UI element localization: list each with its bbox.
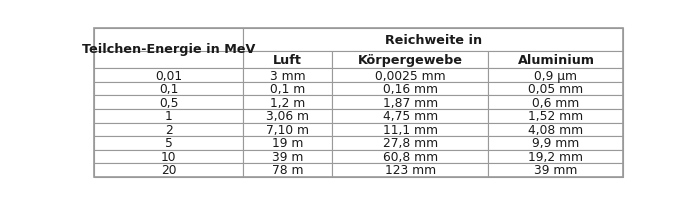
Bar xyxy=(94,96,244,110)
Text: 11,1 mm: 11,1 mm xyxy=(383,123,438,136)
Bar xyxy=(244,136,332,150)
Text: 78 m: 78 m xyxy=(272,164,304,177)
Bar xyxy=(489,123,624,136)
Bar xyxy=(332,83,489,96)
Bar xyxy=(244,69,332,83)
Text: 19,2 mm: 19,2 mm xyxy=(528,150,584,163)
Bar xyxy=(332,150,489,163)
Bar xyxy=(244,123,332,136)
Text: 4,75 mm: 4,75 mm xyxy=(383,110,438,123)
Text: 1: 1 xyxy=(164,110,172,123)
Text: Reichweite in: Reichweite in xyxy=(385,34,482,47)
Text: 3 mm: 3 mm xyxy=(270,69,306,82)
Bar xyxy=(332,69,489,83)
Text: 19 m: 19 m xyxy=(272,137,304,150)
Text: 3,06 m: 3,06 m xyxy=(266,110,309,123)
Text: 0,16 mm: 0,16 mm xyxy=(383,83,438,96)
Bar xyxy=(244,52,332,69)
Text: 7,10 m: 7,10 m xyxy=(266,123,309,136)
Bar xyxy=(94,83,244,96)
Text: Teilchen-Energie in MeV: Teilchen-Energie in MeV xyxy=(82,43,256,56)
Text: 9,9 mm: 9,9 mm xyxy=(533,137,580,150)
Bar xyxy=(489,83,624,96)
Text: 1,2 m: 1,2 m xyxy=(270,96,305,109)
Text: 0,0025 mm: 0,0025 mm xyxy=(375,69,446,82)
Text: 1,87 mm: 1,87 mm xyxy=(383,96,438,109)
Text: 0,1 m: 0,1 m xyxy=(270,83,305,96)
Text: Körpergewebe: Körpergewebe xyxy=(358,54,463,67)
Text: Luft: Luft xyxy=(274,54,302,67)
Bar xyxy=(94,123,244,136)
Bar xyxy=(332,52,489,69)
Text: 0,5: 0,5 xyxy=(159,96,178,109)
Text: 60,8 mm: 60,8 mm xyxy=(383,150,438,163)
Bar xyxy=(94,52,244,69)
Bar xyxy=(332,136,489,150)
Bar xyxy=(244,29,624,52)
Bar xyxy=(332,123,489,136)
Text: 1,52 mm: 1,52 mm xyxy=(528,110,584,123)
Bar xyxy=(332,110,489,123)
Bar xyxy=(244,83,332,96)
Text: 0,6 mm: 0,6 mm xyxy=(533,96,580,109)
Text: 0,05 mm: 0,05 mm xyxy=(528,83,584,96)
Bar xyxy=(94,69,244,83)
Bar xyxy=(489,136,624,150)
Bar xyxy=(332,96,489,110)
Text: 0,1: 0,1 xyxy=(159,83,178,96)
Bar xyxy=(489,96,624,110)
Bar xyxy=(244,96,332,110)
Bar xyxy=(244,110,332,123)
Text: 39 mm: 39 mm xyxy=(534,164,578,177)
Text: 27,8 mm: 27,8 mm xyxy=(383,137,438,150)
Bar xyxy=(94,163,244,177)
Text: 0,9 μm: 0,9 μm xyxy=(535,69,577,82)
Text: Aluminium: Aluminium xyxy=(517,54,594,67)
Bar xyxy=(489,163,624,177)
Text: 39 m: 39 m xyxy=(272,150,304,163)
Bar xyxy=(489,150,624,163)
Bar xyxy=(489,110,624,123)
Bar xyxy=(94,136,244,150)
Text: 10: 10 xyxy=(161,150,176,163)
Bar xyxy=(489,52,624,69)
Text: 123 mm: 123 mm xyxy=(385,164,436,177)
Text: 4,08 mm: 4,08 mm xyxy=(528,123,584,136)
Text: 2: 2 xyxy=(164,123,172,136)
Text: 20: 20 xyxy=(161,164,176,177)
Text: 5: 5 xyxy=(164,137,173,150)
Bar xyxy=(94,110,244,123)
Bar xyxy=(94,150,244,163)
Bar xyxy=(244,150,332,163)
Bar xyxy=(489,69,624,83)
Bar xyxy=(244,163,332,177)
Bar xyxy=(94,29,244,69)
Bar xyxy=(332,163,489,177)
Text: 0,01: 0,01 xyxy=(155,69,182,82)
